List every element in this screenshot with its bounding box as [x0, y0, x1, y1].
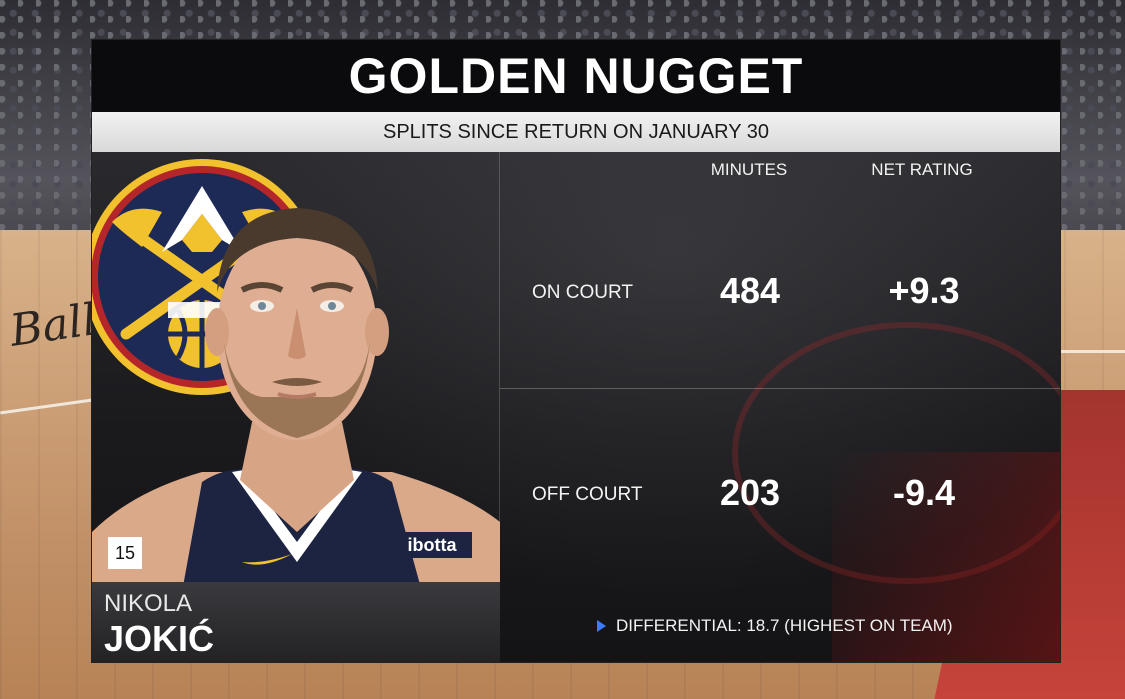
graphic-body: ibotta 15 NIKOLA JOKIĆ MINUTES NET RATIN… [92, 152, 1060, 662]
stat-on-court-minutes: 484 [719, 270, 781, 311]
graphic-subtitle: SPLITS SINCE RETURN ON JANUARY 30 [382, 120, 770, 143]
stat-off-court-minutes: 203 [719, 472, 781, 513]
row-divider [500, 388, 1060, 389]
row-label-on-court: ON COURT [532, 282, 633, 303]
differential-note: DIFFERENTIAL: 18.7 (HIGHEST ON TEAM) [597, 616, 953, 636]
jersey-number: 15 [108, 537, 142, 569]
row-label-off-court: OFF COURT [532, 484, 643, 505]
player-headshot: ibotta [92, 208, 500, 592]
court-line [1060, 350, 1125, 353]
column-header-minutes: MINUTES [710, 160, 788, 179]
player-last-name: JOKIĆ [104, 618, 215, 659]
title-bar: GOLDEN NUGGET [92, 40, 1060, 112]
stat-graphic: GOLDEN NUGGET SPLITS SINCE RETURN ON JAN… [92, 40, 1060, 662]
differential-text: DIFFERENTIAL: 18.7 (HIGHEST ON TEAM) [616, 616, 953, 635]
subtitle-bar: SPLITS SINCE RETURN ON JANUARY 30 [92, 112, 1060, 152]
triangle-right-icon [597, 620, 606, 632]
background-glow [832, 452, 1060, 662]
column-header-net-rating: NET RATING [871, 160, 973, 179]
player-first-name: NIKOLA [104, 590, 193, 617]
stat-off-court-net-rating: -9.4 [892, 472, 956, 513]
graphic-title: GOLDEN NUGGET [348, 48, 804, 104]
column-divider [499, 152, 500, 662]
stat-on-court-net-rating: +9.3 [888, 270, 960, 311]
player-name-bar [92, 582, 500, 662]
jersey-sponsor-text: ibotta [408, 535, 458, 555]
